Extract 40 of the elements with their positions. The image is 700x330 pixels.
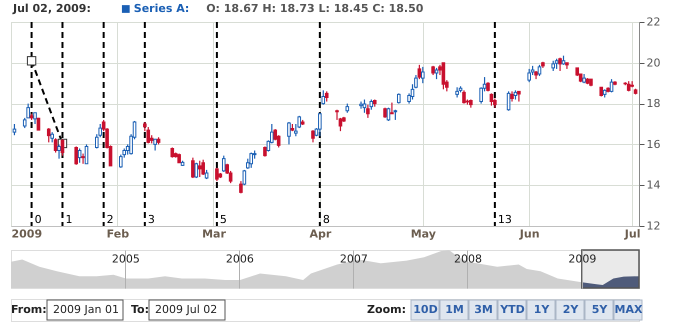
x-tick-label: Mar (202, 228, 226, 240)
text: Zoom: (367, 303, 406, 316)
legend-label: Series A: (134, 2, 190, 15)
ref-line-label: 8 (322, 213, 330, 226)
y-tick-label: 22 (646, 16, 660, 28)
text: To: (131, 303, 149, 316)
text: YTD (499, 303, 525, 316)
text: 2009 Jan 01 (53, 303, 119, 316)
ref-line-label: 5 (220, 213, 227, 226)
y-tick-label: 18 (646, 97, 660, 110)
x-tick-label: May (410, 228, 436, 240)
x-tick-label: 2009 (12, 228, 42, 240)
text: 1M (445, 303, 464, 316)
ref-line-label: 1 (65, 213, 72, 226)
x-tick-label: 2005 (112, 252, 140, 266)
text: 2Y (562, 303, 580, 316)
x-tick-label: Jun (518, 228, 540, 240)
text: MAX (614, 303, 643, 316)
y-tick-label: 12 (646, 220, 660, 232)
x-tick-label: 2006 (226, 252, 254, 266)
ref-line-label: 0 (34, 213, 42, 226)
x-tick-label: 2007 (340, 252, 368, 266)
text: 3M (474, 303, 493, 316)
x-tick-label: Apr (309, 228, 332, 240)
y-tick-label: 20 (646, 56, 660, 70)
x-tick-label: Feb (106, 228, 130, 240)
ref-line-label: 2 (106, 213, 114, 226)
y-tick-label: 16 (646, 138, 660, 151)
text: 2009 Jul 02 (155, 303, 218, 316)
text: From: (11, 303, 47, 316)
ref-line-label: 13 (498, 213, 512, 226)
text: 5Y (592, 303, 608, 316)
text: 10D (413, 303, 438, 316)
ref-line-label: 3 (148, 213, 155, 226)
chart-title: Jul 02, 2009: (12, 2, 91, 15)
x-tick-label: Jul (624, 228, 640, 240)
x-tick-label: 2008 (454, 252, 482, 266)
text: 1Y (534, 303, 550, 316)
y-tick-label: 14 (646, 178, 660, 192)
text: O: 18.67 H: 18.73 L: 18.45 C: 18.50 (206, 2, 424, 15)
